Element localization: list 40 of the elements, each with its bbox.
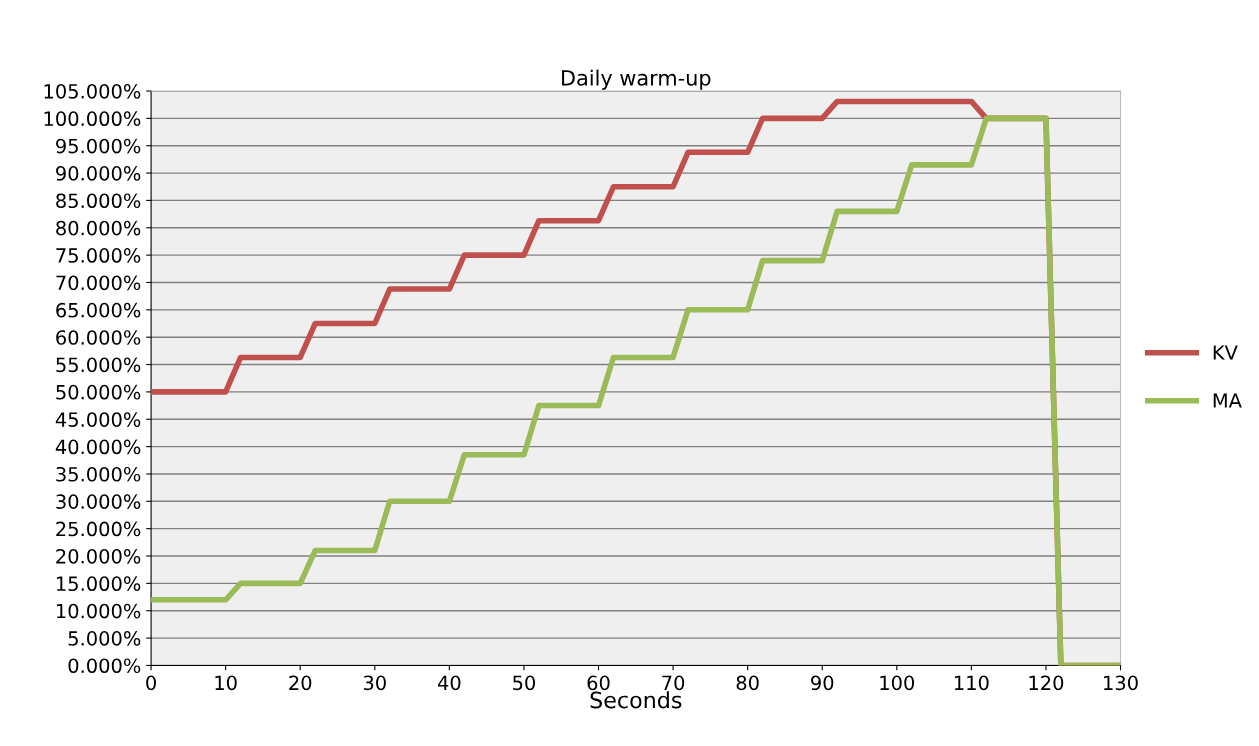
x-tick-label: 50 xyxy=(513,675,536,691)
y-tick-label: 60.000% xyxy=(56,330,141,345)
x-tick-label: 120 xyxy=(1029,675,1064,691)
y-tick-label: 50.000% xyxy=(56,384,141,400)
y-tick-label: 35.000% xyxy=(56,466,141,482)
x-tick-label: 110 xyxy=(954,675,989,691)
y-tick-label: 0.000% xyxy=(68,658,141,674)
y-tick-label: 90.000% xyxy=(56,166,141,181)
x-tick-label: 90 xyxy=(811,675,834,691)
y-tick-label: 55.000% xyxy=(56,357,141,373)
y-tick-label: 15.000% xyxy=(56,576,141,592)
y-tick-label: 75.000% xyxy=(56,248,141,263)
x-tick-label: 130 xyxy=(1104,675,1138,691)
x-axis-title: Seconds xyxy=(590,691,682,709)
x-tick-label: 40 xyxy=(437,675,461,691)
y-tick-label: 85.000% xyxy=(56,193,141,209)
y-tick-label: 105.000% xyxy=(44,83,141,99)
y-tick-label: 95.000% xyxy=(56,138,141,154)
y-tick-label: 30.000% xyxy=(56,494,141,509)
y-tick-label: 25.000% xyxy=(56,521,141,537)
x-tick-label: 10 xyxy=(215,675,237,691)
legend-label: MA xyxy=(1213,393,1242,408)
y-tick-label: 80.000% xyxy=(56,220,141,236)
y-tick-label: 70.000% xyxy=(56,275,141,291)
x-tick-label: 20 xyxy=(289,675,312,691)
x-tick-label: 100 xyxy=(880,675,915,691)
chart-title: Daily warm-up xyxy=(562,69,711,90)
y-tick-label: 10.000% xyxy=(56,603,141,619)
y-tick-label: 65.000% xyxy=(56,302,141,318)
y-tick-label: 5.000% xyxy=(68,631,141,646)
y-tick-label: 45.000% xyxy=(55,412,141,427)
x-tick-label: 0 xyxy=(146,675,156,691)
y-tick-label: 20.000% xyxy=(56,548,141,564)
x-tick-label: 60 xyxy=(587,675,610,691)
x-tick-label: 80 xyxy=(736,675,759,691)
x-tick-label: 30 xyxy=(363,675,386,691)
y-tick-label: 100.000% xyxy=(44,111,141,127)
legend-label: KV xyxy=(1213,345,1238,360)
y-tick-label: 40.000% xyxy=(55,439,141,455)
x-tick-label: 70 xyxy=(662,675,685,691)
